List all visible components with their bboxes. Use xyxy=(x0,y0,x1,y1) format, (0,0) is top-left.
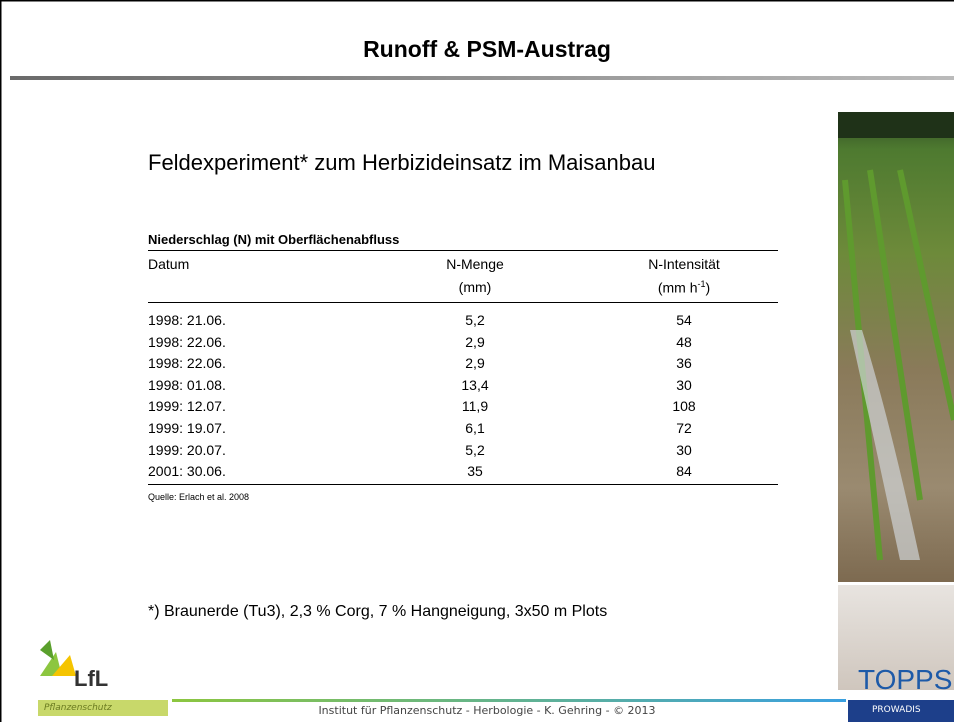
table-cell: 54 xyxy=(584,312,784,328)
column-header: N-Menge xyxy=(375,256,575,272)
table-cell: 1998: 22.06. xyxy=(148,355,226,371)
footnote: *) Braunerde (Tu3), 2,3 % Corg, 7 % Hang… xyxy=(148,603,607,621)
table-caption: Niederschlag (N) mit Oberflächenabfluss xyxy=(148,232,399,247)
table-cell: 13,4 xyxy=(375,377,575,393)
logo-text: LfL xyxy=(74,666,108,692)
column-unit: (mm) xyxy=(375,279,575,295)
table-cell: 108 xyxy=(584,398,784,414)
footer-rule xyxy=(172,699,846,702)
table-cell: 35 xyxy=(375,463,575,479)
table-rule xyxy=(148,250,778,251)
table-source: Quelle: Erlach et al. 2008 xyxy=(148,492,249,502)
table-cell: 11,9 xyxy=(375,398,575,414)
footer: Institut für Pflanzenschutz - Herbologie… xyxy=(0,704,954,717)
table-cell: 1998: 21.06. xyxy=(148,312,226,328)
table-cell: 1998: 22.06. xyxy=(148,334,226,350)
table-cell: 5,2 xyxy=(375,312,575,328)
table-cell: 1999: 19.07. xyxy=(148,420,226,436)
unit-sup: -1 xyxy=(697,279,705,289)
unit-text: (mm) xyxy=(459,279,492,295)
table-rule xyxy=(148,484,778,485)
table-cell: 2,9 xyxy=(375,334,575,350)
photo-trees xyxy=(838,112,954,138)
table-cell: 30 xyxy=(584,442,784,458)
table-cell: 1999: 20.07. xyxy=(148,442,226,458)
table-cell: 1999: 12.07. xyxy=(148,398,226,414)
unit-text: ) xyxy=(706,280,711,296)
logo-subtext: Pflanzenschutz xyxy=(44,703,112,713)
table-cell: 48 xyxy=(584,334,784,350)
table-rule xyxy=(148,302,778,303)
slide: Runoff & PSM-Austrag Feldexperiment* zum… xyxy=(0,0,954,722)
table-cell: 2,9 xyxy=(375,355,575,371)
column-header: Datum xyxy=(148,256,189,272)
unit-text: (mm h xyxy=(658,280,698,296)
table-cell: 6,1 xyxy=(375,420,575,436)
title: Runoff & PSM-Austrag xyxy=(0,36,954,63)
table-cell: 5,2 xyxy=(375,442,575,458)
column-unit: (mm h-1) xyxy=(584,279,784,296)
title-rule xyxy=(10,76,954,80)
table-cell: 1998: 01.08. xyxy=(148,377,226,393)
table-cell: 72 xyxy=(584,420,784,436)
logo-text: TOPPS xyxy=(858,664,952,696)
table-cell: 36 xyxy=(584,355,784,371)
table-cell: 84 xyxy=(584,463,784,479)
table-cell: 30 xyxy=(584,377,784,393)
table-cell: 2001: 30.06. xyxy=(148,463,226,479)
subtitle: Feldexperiment* zum Herbizideinsatz im M… xyxy=(148,150,655,176)
logo-subtext: PROWADIS xyxy=(872,705,921,715)
column-header: N-Intensität xyxy=(584,256,784,272)
